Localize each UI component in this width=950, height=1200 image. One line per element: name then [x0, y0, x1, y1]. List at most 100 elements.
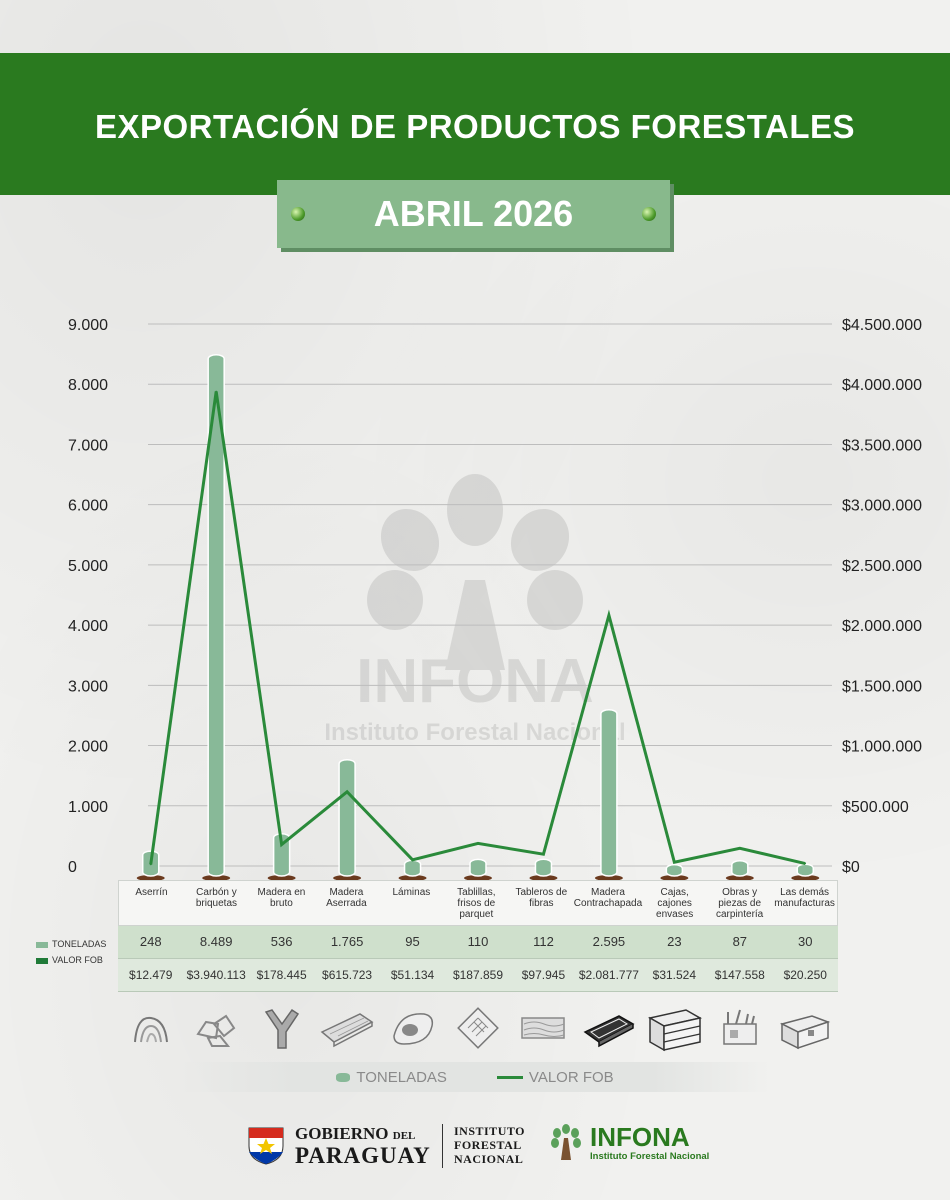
bar-base [136, 875, 165, 881]
line-series-valor-fob [149, 390, 807, 866]
y-left-tick-label: 4.000 [68, 618, 108, 635]
y-left-tick-label: 9.000 [68, 317, 108, 334]
bar-base [594, 875, 623, 881]
data-label-valor-fob: $147.558 [714, 968, 765, 982]
category-label: Tablillas, frisos de parquet [457, 887, 496, 920]
y-right-tick-label: $3.500.000 [842, 437, 922, 454]
parquet-icon [445, 1000, 510, 1056]
inst-line-1: INSTITUTO [454, 1124, 525, 1138]
line-point [542, 853, 545, 856]
legend-item-fob: VALOR FOB [496, 1068, 614, 1086]
y-right-tick-label: $4.500.000 [842, 317, 922, 334]
pin-icon [642, 207, 656, 221]
infona-logo: INFONA Instituto Forestal Nacional [548, 1122, 709, 1162]
carpentry-icon [707, 1000, 772, 1056]
bar-base [529, 875, 558, 881]
y-left-tick-label: 3.000 [68, 678, 108, 695]
category-label: Aserrín [135, 887, 168, 898]
bar-toneladas [403, 859, 422, 877]
y-axis-left: 0 1.000 2.000 3.000 4.000 5.000 6.000 7.000 8.00… [68, 317, 108, 876]
bar-toneladas [469, 858, 487, 877]
bar-toneladas [600, 708, 618, 877]
inst-line-3: NACIONAL [454, 1152, 524, 1166]
plywood-icon [576, 1000, 641, 1056]
raw-wood-icon [249, 1000, 314, 1056]
bar-toneladas [731, 860, 749, 877]
bar-toneladas [534, 858, 553, 877]
data-label-valor-fob: $178.445 [256, 968, 307, 982]
instituto-text: INSTITUTO FORESTAL NACIONAL [454, 1124, 525, 1166]
legend-item-toneladas: TONELADAS [336, 1069, 447, 1086]
y-left-tick-label: 8.000 [68, 377, 108, 394]
bar-toneladas [207, 354, 225, 877]
data-label-toneladas: 110 [467, 934, 489, 949]
data-label-toneladas: 2.595 [592, 934, 626, 949]
category-label: Las demás manufacturas [774, 887, 835, 909]
fiberboard-icon [511, 1000, 576, 1056]
data-label-valor-fob: $3.940.113 [186, 968, 246, 982]
gov-line2: PARAGUAY [295, 1143, 431, 1168]
infona-tree-icon [551, 1124, 581, 1160]
data-label-toneladas: 8.489 [199, 934, 233, 949]
footer-separator [442, 1124, 443, 1168]
watermark-name: INFONA [356, 647, 594, 716]
bar-base [725, 875, 754, 881]
line-point [739, 847, 741, 850]
footer: GOBIERNO DEL PARAGUAY INSTITUTO FORESTAL… [0, 1120, 950, 1170]
category-label: Madera en bruto [257, 887, 306, 909]
y-right-tick-label: $2.500.000 [842, 558, 922, 575]
bar-toneladas [665, 863, 684, 877]
y-left-tick-label: 6.000 [68, 498, 108, 515]
y-right-tick-label: $1.000.000 [842, 739, 922, 756]
bar-base [202, 875, 231, 881]
data-label-toneladas: 30 [798, 934, 813, 949]
line-point [346, 791, 348, 793]
legend-label-fob: VALOR FOB [528, 1068, 614, 1086]
legend-label-toneladas: TONELADAS [356, 1068, 447, 1086]
bar-base [791, 875, 820, 881]
data-label-valor-fob: $20.250 [783, 968, 827, 982]
category-label: Obras y piezas de carpintería [716, 887, 764, 920]
line-point [411, 859, 414, 861]
y-right-tick-label: $4.000.000 [842, 377, 922, 394]
y-left-tick-label: 5.000 [68, 558, 108, 575]
table-legend-toneladas: TONELADAS [36, 939, 106, 949]
bar-toneladas [796, 863, 815, 877]
export-chart: 0 1.000 2.000 3.000 4.000 5.000 6.000 7.000 8.00… [68, 317, 922, 881]
month-banner: ABRIL 2026 [277, 180, 670, 248]
infona-subtitle: Instituto Forestal Nacional [590, 1150, 710, 1162]
category-label: Láminas [392, 887, 431, 898]
bar-toneladas [338, 758, 356, 877]
data-label-toneladas: 248 [139, 934, 162, 949]
inst-line-2: FORESTAL [454, 1138, 522, 1152]
line-point [149, 863, 152, 866]
bar-base [398, 875, 427, 881]
y-right-tick-label: $0 [842, 859, 860, 876]
y-left-tick-label: 7.000 [68, 437, 108, 454]
category-label: Madera Contrachapada [573, 887, 643, 909]
line-point [608, 614, 610, 617]
month-label: ABRIL 2026 [373, 193, 574, 234]
chart-legend: TONELADAS VALOR FOB [180, 1062, 770, 1092]
legend-swatch-bar [336, 1072, 351, 1082]
paraguay-shield-icon [248, 1127, 284, 1165]
table-legend-toneladas-label: TONELADAS [52, 939, 107, 949]
data-label-valor-fob: $51.134 [390, 968, 435, 982]
header-band [0, 53, 950, 195]
y-left-tick-label: 1.000 [68, 799, 108, 816]
gov-del: DEL [392, 1130, 416, 1142]
veneer-icon [380, 1000, 445, 1056]
table-legend-fob-label: VALOR FOB [52, 955, 103, 965]
y-axis-right: $0 $500.000 $1.000.000 $1.500.000 $2.000.000… [842, 317, 922, 876]
page-title: EXPORTACIÓN DE PRODUCTOS FORESTALES [94, 108, 856, 145]
y-right-tick-label: $3.000.000 [842, 498, 922, 515]
sawdust-icon [118, 1000, 183, 1056]
bar-base [333, 875, 362, 881]
chest-icon [773, 1000, 838, 1056]
table-legend-fob: VALOR FOB [36, 955, 103, 965]
y-left-tick-label: 0 [68, 859, 77, 876]
bar-toneladas [272, 832, 291, 877]
pin-icon [291, 207, 305, 221]
y-right-tick-label: $500.000 [842, 799, 909, 816]
line-point [477, 842, 479, 845]
